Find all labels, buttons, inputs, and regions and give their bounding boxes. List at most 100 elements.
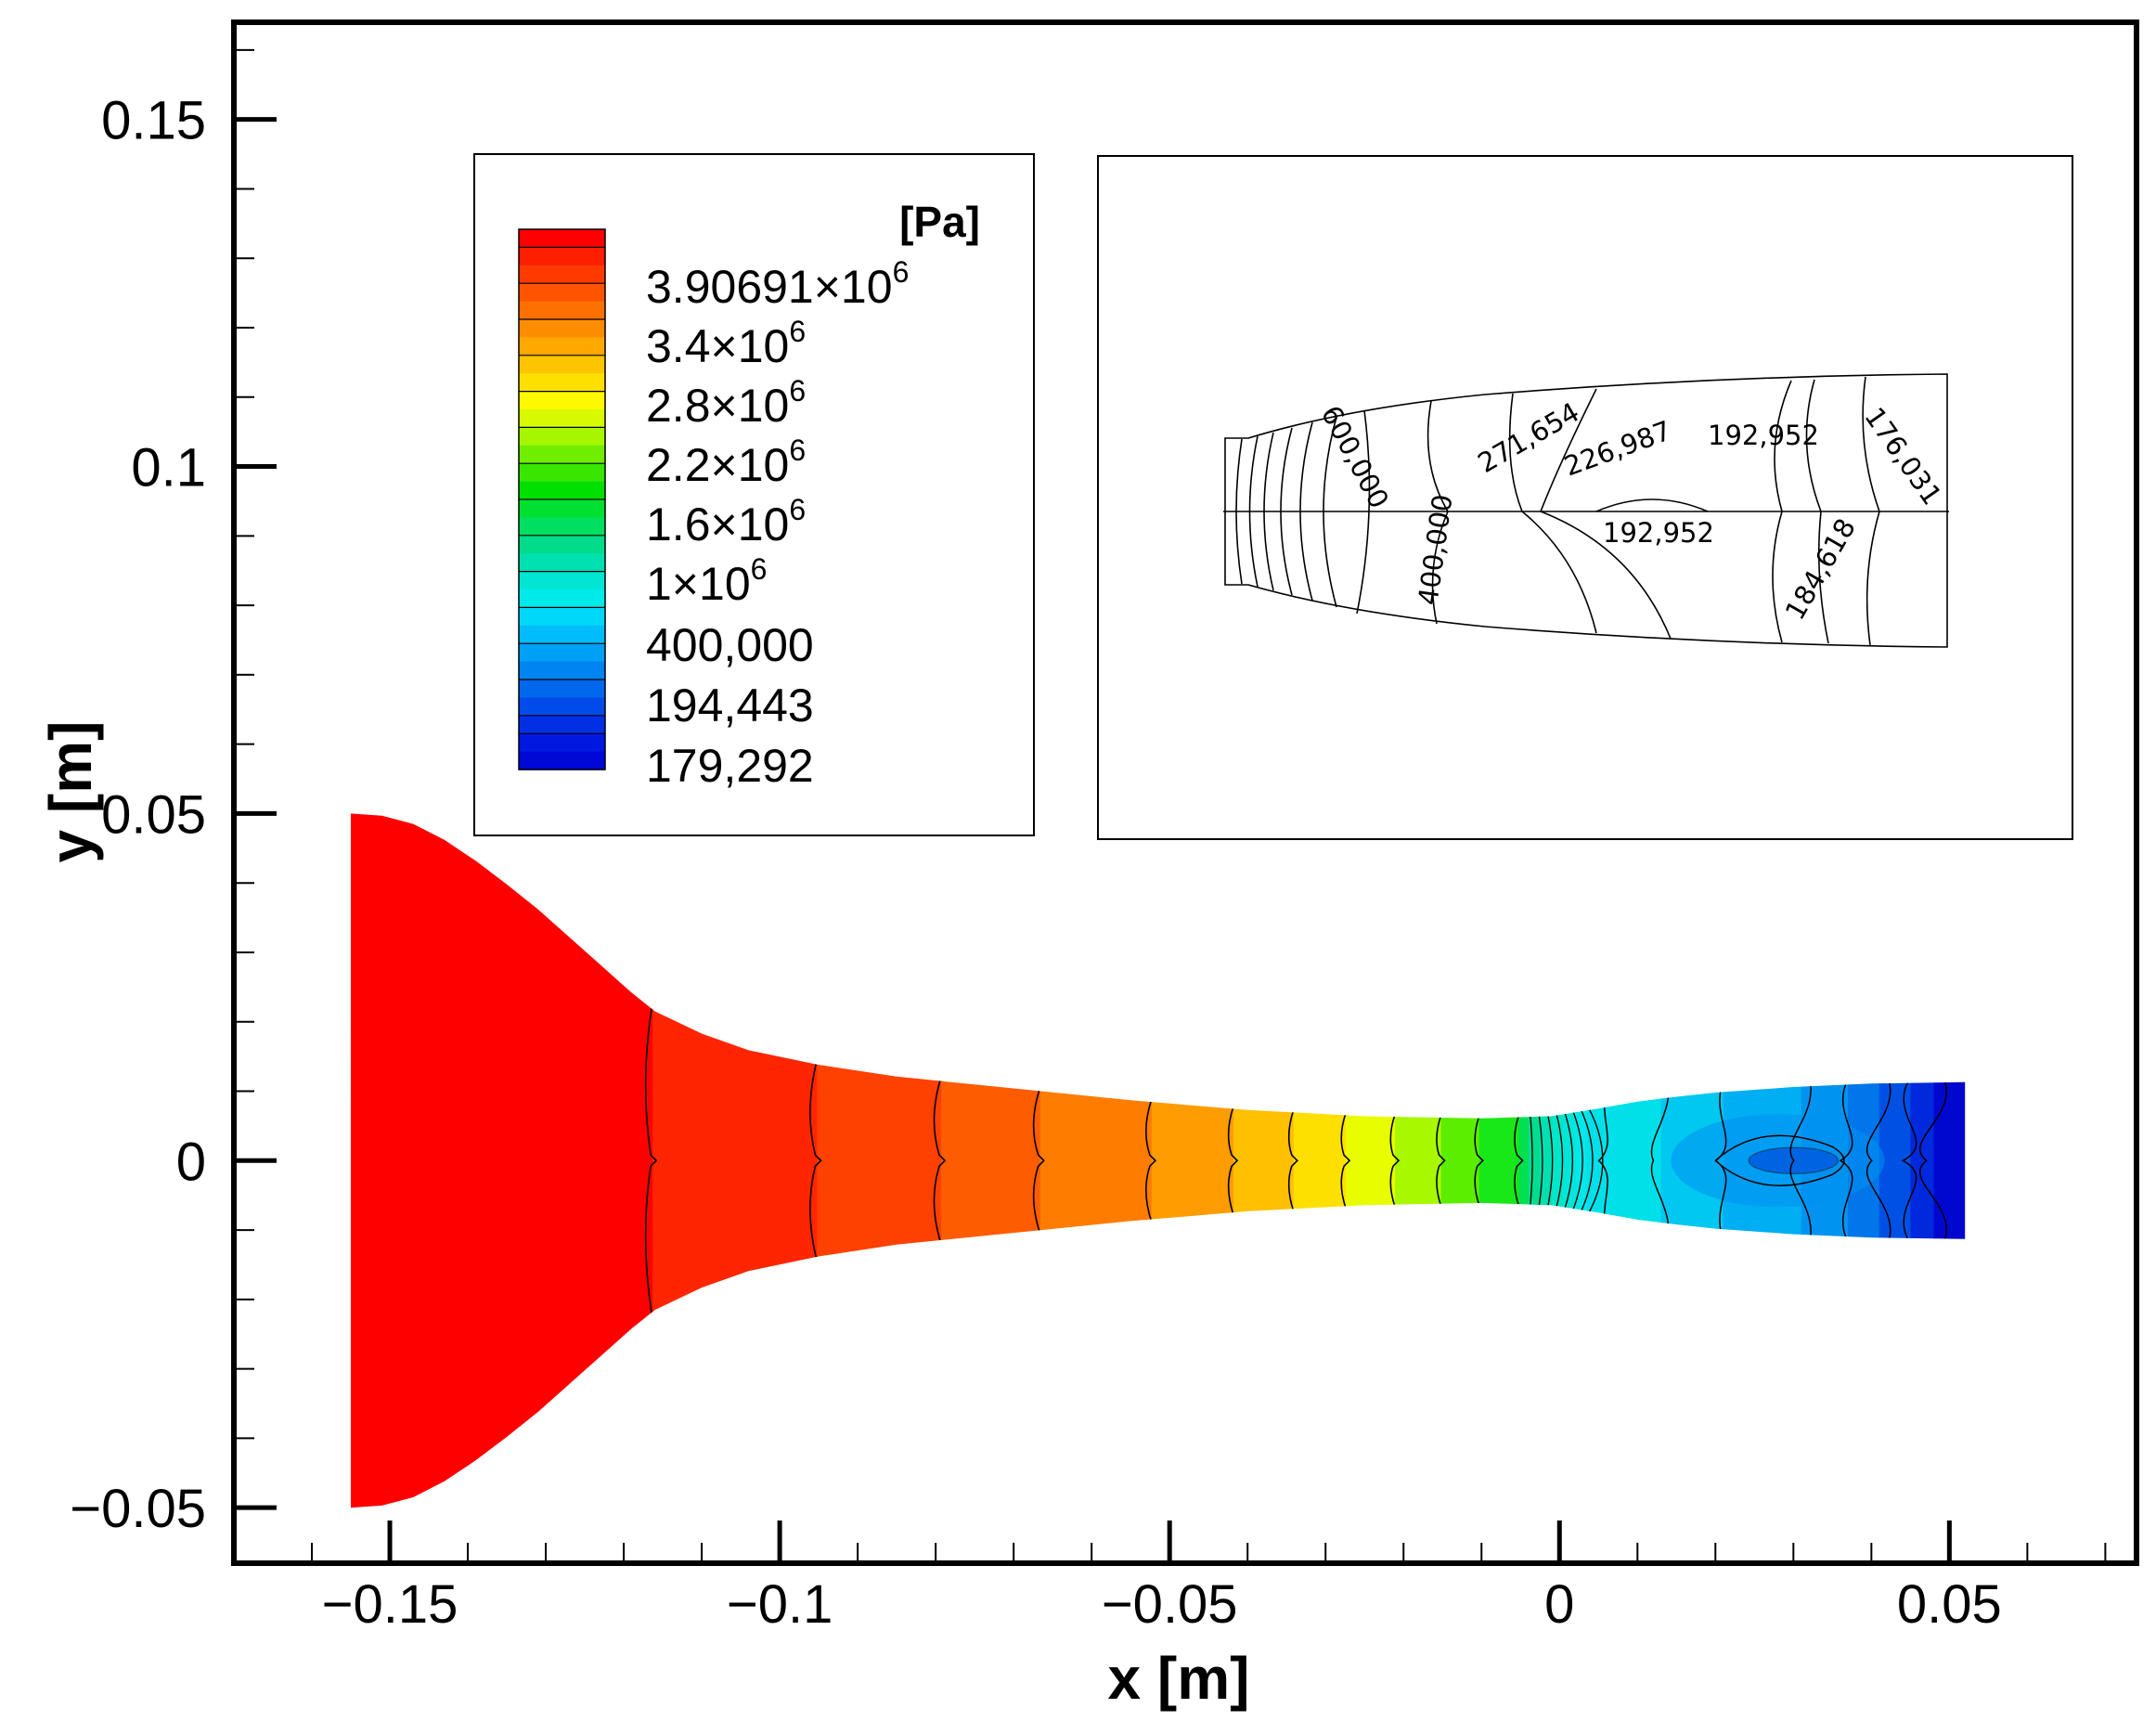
colorbar-segment xyxy=(519,337,605,356)
legend-label: 2.2×106 xyxy=(646,434,806,491)
inset-outline xyxy=(1224,373,1948,648)
y-tick-label: 0.15 xyxy=(101,91,206,151)
colorbar-segment xyxy=(519,535,605,554)
colorbar-segment xyxy=(519,553,605,573)
y-tick-label: 0.1 xyxy=(131,438,206,498)
inset-contour-line xyxy=(1299,421,1313,602)
legend-label: 2.8×106 xyxy=(646,374,806,432)
contour-line xyxy=(1839,1069,1854,1251)
contour-line xyxy=(1514,1114,1524,1207)
colorbar-segment xyxy=(519,391,605,410)
colorbar-segment xyxy=(519,463,605,483)
contour-pocket-halo xyxy=(1671,1114,1885,1208)
inset-contour-line xyxy=(1356,409,1371,615)
contour-line xyxy=(1227,1106,1239,1216)
legend-label: 1.6×106 xyxy=(646,493,806,550)
legend-unit: [Pa] xyxy=(899,198,980,246)
colorbar-segment xyxy=(519,265,605,284)
colorbar-segment xyxy=(519,319,605,338)
colorbar-segment xyxy=(519,301,605,320)
inset-contour-line xyxy=(1862,376,1880,646)
inset: 600,000 271,654 226,987 192,952 176,031 … xyxy=(1097,155,2073,840)
colorbar-segment xyxy=(519,733,605,753)
colorbar-segment xyxy=(519,283,605,303)
colorbar-segment xyxy=(519,499,605,518)
x-tick-label: −0.1 xyxy=(727,1574,833,1635)
inset-contour-lines xyxy=(1223,373,1949,648)
x-tick-labels: −0.15 −0.1 −0.05 0 0.05 xyxy=(322,1574,2002,1635)
x-tick-label: −0.15 xyxy=(322,1574,458,1635)
colorbar-segment xyxy=(519,589,605,608)
y-tick-labels: −0.05 0 0.05 0.1 0.15 xyxy=(70,91,206,1539)
colorbar-segment xyxy=(519,445,605,464)
contour-line xyxy=(1474,1116,1484,1206)
colorbar-segment xyxy=(519,697,605,717)
y-axis-title: y [m] xyxy=(37,721,104,863)
colorbar-segment xyxy=(519,661,605,680)
inset-contour-line xyxy=(1508,393,1597,634)
x-tick-label: −0.05 xyxy=(1102,1574,1238,1635)
legend-label: 400,000 xyxy=(646,619,814,671)
contour-line xyxy=(1574,1097,1594,1223)
contour-line xyxy=(1789,1069,1812,1251)
inset-contour-line xyxy=(1280,427,1293,596)
inset-contour-line xyxy=(1235,438,1243,585)
colorbar-segment xyxy=(519,571,605,590)
colorbar-segment xyxy=(519,247,605,266)
contour-line xyxy=(1714,1134,1845,1186)
colorbar-segment xyxy=(519,229,605,248)
colorbar-segment xyxy=(519,625,605,644)
colorbar-segment xyxy=(519,679,605,698)
legend-label: 1×106 xyxy=(646,552,767,610)
contour-line xyxy=(1581,1097,1604,1223)
contour-line xyxy=(644,1002,658,1320)
y-tick-label: 0.05 xyxy=(101,784,206,845)
colorbar-border xyxy=(518,228,606,770)
contour-line xyxy=(1340,1112,1351,1209)
legend-label: 194,443 xyxy=(646,679,814,731)
colorbar-segment xyxy=(519,409,605,428)
inset-contour-line xyxy=(1323,416,1337,608)
x-tick-label: 0 xyxy=(1544,1574,1574,1635)
inset-contour-line xyxy=(1263,432,1274,591)
inset-contour-line xyxy=(1427,400,1449,625)
colorbar-segment xyxy=(519,715,605,734)
inset-contour-line xyxy=(1772,380,1792,643)
legend-colorbar xyxy=(518,228,606,770)
inset-contour-line xyxy=(1595,498,1709,512)
inset-label: 192,952 xyxy=(1708,420,1819,451)
inset-contour-line xyxy=(1539,388,1672,640)
contour-line xyxy=(1650,1069,1670,1251)
contour-line xyxy=(1919,1069,1947,1251)
x-axis-title: x [m] xyxy=(1108,1645,1250,1712)
legend-label: 3.90691×106 xyxy=(646,255,909,313)
contour-line xyxy=(809,1059,822,1262)
colorbar-segment xyxy=(519,373,605,393)
contour-line xyxy=(1389,1114,1401,1208)
colorbar-segment xyxy=(519,481,605,500)
legend-labels: 3.90691×106 3.4×106 2.8×106 2.2×106 1.6×… xyxy=(646,255,909,792)
contour-line xyxy=(1287,1109,1298,1212)
contour-line xyxy=(1436,1115,1446,1207)
contour-line xyxy=(1866,1069,1891,1251)
contour-line xyxy=(1145,1098,1157,1223)
colorbar-segment xyxy=(519,751,605,770)
legend-label: 179,292 xyxy=(646,740,814,792)
colorbar-segment xyxy=(519,607,605,627)
inset-label: 192,952 xyxy=(1603,517,1714,549)
contour-line xyxy=(933,1077,947,1245)
colorbar-segment xyxy=(519,355,605,374)
contour-line xyxy=(1901,1069,1917,1252)
inset-contour-line xyxy=(1248,435,1259,588)
legend: [Pa] 3.90691×106 3.4×106 2.8×106 2.2×106… xyxy=(473,153,1035,836)
legend-label: 3.4×106 xyxy=(646,315,806,372)
contour-line xyxy=(1032,1087,1045,1235)
colorbar-segment xyxy=(519,643,605,663)
colorbar-segment xyxy=(519,517,605,537)
inset-contour-line xyxy=(1805,379,1829,644)
y-tick-label: 0 xyxy=(176,1132,206,1192)
colorbar-segment xyxy=(519,427,605,446)
y-tick-label: −0.05 xyxy=(70,1479,206,1539)
x-tick-label: 0.05 xyxy=(1897,1574,2002,1635)
